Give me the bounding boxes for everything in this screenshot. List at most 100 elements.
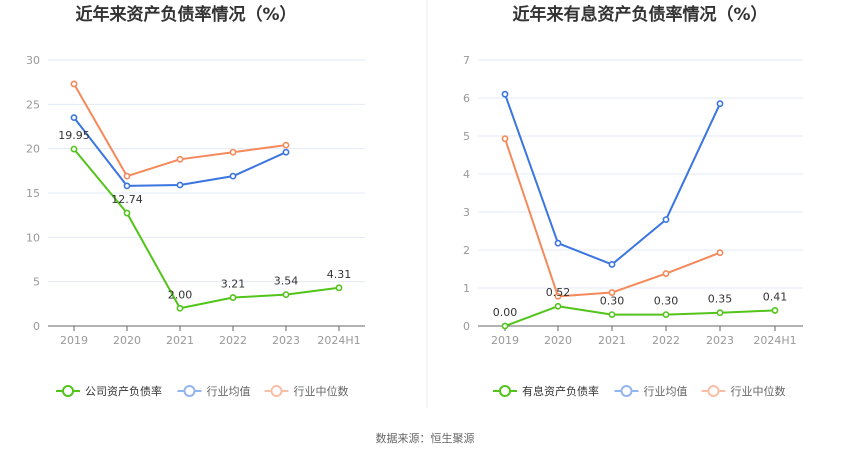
series-line xyxy=(73,148,340,310)
x-tick-label: 2020 xyxy=(544,334,572,347)
legend-label: 行业均值 xyxy=(644,385,688,398)
data-point[interactable] xyxy=(501,90,509,98)
company-series: 0.00 0.52 0.30 0.30 0.35 0.41 xyxy=(493,286,788,330)
y-tick-label: 10 xyxy=(26,231,40,244)
data-point[interactable] xyxy=(501,135,509,143)
y-tick-label: 5 xyxy=(33,276,40,289)
data-label: 0.41 xyxy=(763,290,788,303)
x-tick-label: 2023 xyxy=(706,334,734,347)
data-point[interactable] xyxy=(608,289,616,296)
data-source: 数据来源：恒生聚源 xyxy=(376,431,475,445)
legend-marker-icon xyxy=(270,385,283,397)
data-point[interactable] xyxy=(123,172,131,180)
industry-median-series xyxy=(70,80,290,180)
data-point[interactable] xyxy=(501,322,509,330)
data-point[interactable] xyxy=(282,148,290,156)
legend-marker-icon xyxy=(62,385,74,397)
series-line xyxy=(504,93,721,266)
x-tick-label: 2024H1 xyxy=(753,334,796,347)
legend-marker-icon xyxy=(707,385,720,397)
data-point[interactable] xyxy=(608,311,616,318)
y-tick-label: 0 xyxy=(463,320,470,333)
data-label: 2.00 xyxy=(168,288,193,301)
y-tick-label: 3 xyxy=(463,206,470,219)
y-tick-label: 15 xyxy=(26,187,40,200)
data-point[interactable] xyxy=(70,145,78,153)
legend-item-industry-average-series[interactable]: 行业均值 xyxy=(614,385,688,398)
data-point[interactable] xyxy=(176,155,184,163)
data-point[interactable] xyxy=(123,182,131,190)
data-label: 12.74 xyxy=(111,193,143,206)
legend-item-industry-median-series[interactable]: 行业中位数 xyxy=(264,384,349,398)
x-tick-label: 2021 xyxy=(598,334,626,347)
data-point[interactable] xyxy=(662,311,670,318)
data-point[interactable] xyxy=(229,172,237,180)
x-tick-label: 2022 xyxy=(219,334,247,347)
legend-marker-icon xyxy=(183,385,196,397)
y-tick-label: 1 xyxy=(463,282,470,295)
chart-title: 近年来有息资产负债率情况（%） xyxy=(512,4,767,25)
data-point[interactable] xyxy=(771,307,779,314)
data-point[interactable] xyxy=(176,304,184,312)
legend-label: 有息资产负债率 xyxy=(522,384,599,398)
legend-marker-icon xyxy=(499,385,511,397)
debt-ratio-chart: 近年来资产负债率情况（%） 0 5 10 15 20 25 30 2019 2020 2021 202… xyxy=(26,4,365,398)
y-tick-label: 7 xyxy=(463,54,470,67)
data-point[interactable] xyxy=(716,309,724,317)
legend-item-industry-average-series[interactable]: 行业均值 xyxy=(177,385,251,398)
data-point[interactable] xyxy=(229,148,237,156)
series-line xyxy=(504,138,721,298)
data-point[interactable] xyxy=(662,216,670,223)
x-tick-label: 2022 xyxy=(652,334,680,347)
data-point[interactable] xyxy=(70,114,78,122)
data-point[interactable] xyxy=(282,291,290,299)
data-point[interactable] xyxy=(716,249,724,257)
legend-item-company-series[interactable]: 有息资产负债率 xyxy=(493,384,599,398)
company-series: 19.95 12.74 2.00 3.21 3.54 4.31 xyxy=(58,129,352,312)
y-tick-label: 2 xyxy=(463,244,470,257)
y-tick-label: 4 xyxy=(463,168,470,181)
y-tick-label: 0 xyxy=(33,320,40,333)
data-label: 3.21 xyxy=(221,278,246,291)
y-tick-label: 6 xyxy=(463,92,470,105)
data-label: 0.30 xyxy=(600,295,625,308)
data-point[interactable] xyxy=(716,100,724,108)
series-line xyxy=(73,117,287,187)
industry-median-series xyxy=(501,135,724,300)
legend-item-industry-median-series[interactable]: 行业中位数 xyxy=(701,384,786,398)
legend-item-company-series[interactable]: 公司资产负债率 xyxy=(56,384,162,398)
data-point[interactable] xyxy=(70,80,78,88)
legend-marker-icon xyxy=(620,385,633,397)
data-point[interactable] xyxy=(554,292,562,300)
x-tick-label: 2021 xyxy=(166,334,194,347)
data-point[interactable] xyxy=(123,209,131,217)
data-label: 3.54 xyxy=(274,275,299,288)
data-point[interactable] xyxy=(229,294,237,301)
series-line xyxy=(504,305,776,327)
chart-title: 近年来资产负债率情况（%） xyxy=(75,4,296,25)
legend-label: 行业中位数 xyxy=(294,384,349,398)
data-point[interactable] xyxy=(662,270,670,277)
data-point[interactable] xyxy=(554,239,562,247)
legend-label: 行业均值 xyxy=(207,385,251,398)
data-label: 0.35 xyxy=(708,293,733,306)
data-point[interactable] xyxy=(335,284,343,292)
x-tick-label: 2024H1 xyxy=(317,334,360,347)
y-tick-label: 25 xyxy=(26,98,40,111)
data-label: 4.31 xyxy=(327,268,352,281)
data-label: 0.30 xyxy=(654,295,679,308)
data-point[interactable] xyxy=(608,261,616,268)
data-point[interactable] xyxy=(282,141,290,149)
data-point[interactable] xyxy=(176,181,184,189)
legend-label: 行业中位数 xyxy=(731,384,786,398)
data-point[interactable] xyxy=(554,302,562,310)
data-label: 19.95 xyxy=(58,129,90,142)
interest-bearing-debt-ratio-chart: 近年来有息资产负债率情况（%） 0 1 2 3 4 5 6 7 2019 2020 2021 2022 2… xyxy=(463,4,803,398)
y-tick-label: 20 xyxy=(26,143,40,156)
industry-average-series xyxy=(70,114,290,190)
data-label: 0.52 xyxy=(546,286,571,299)
data-label: 0.00 xyxy=(493,306,518,319)
legend-label: 公司资产负债率 xyxy=(85,384,162,398)
x-tick-label: 2019 xyxy=(491,334,519,347)
